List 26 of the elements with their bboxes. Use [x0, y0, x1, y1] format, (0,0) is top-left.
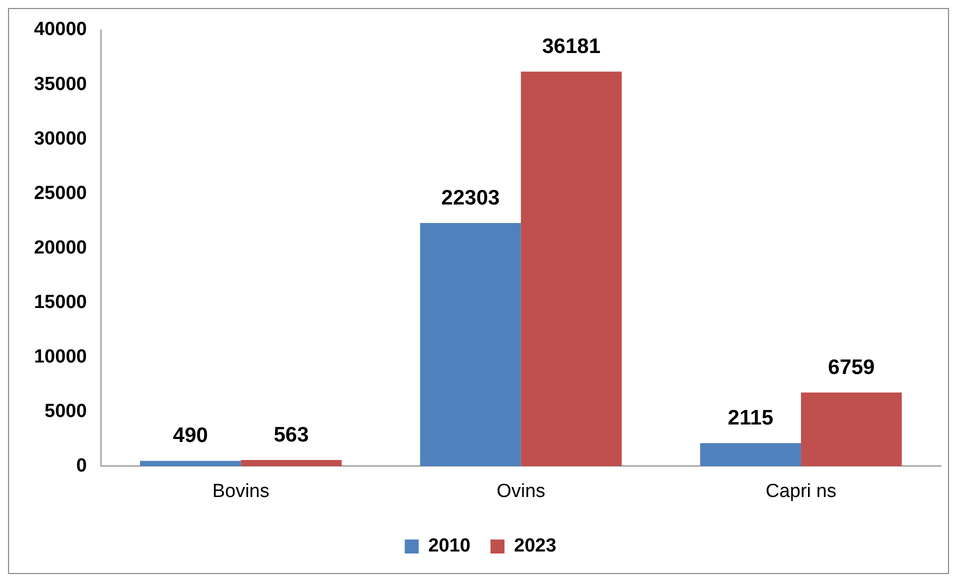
data-label: 22303 [441, 186, 500, 210]
y-tick-label: 40000 [34, 19, 87, 40]
legend-label: 2023 [514, 536, 556, 557]
y-tick-label: 20000 [34, 237, 87, 258]
y-tick-label: 30000 [34, 128, 87, 150]
data-label: 36181 [542, 34, 601, 58]
y-tick-label: 35000 [34, 74, 87, 95]
x-tick-label: Ovins [496, 480, 546, 502]
data-label: 563 [274, 423, 309, 446]
legend-label: 2010 [428, 536, 471, 557]
x-tick-label: Capri ns [766, 480, 836, 502]
y-tick-label: 15000 [34, 292, 87, 313]
bar [700, 443, 801, 466]
data-label: 490 [172, 424, 208, 448]
y-tick-label: 10000 [34, 346, 87, 368]
bar [240, 460, 342, 466]
bar [520, 72, 622, 466]
data-label: 6759 [828, 356, 875, 379]
bar [420, 222, 521, 466]
bar [140, 460, 241, 466]
y-tick-label: 0 [76, 455, 87, 476]
y-tick-label: 25000 [34, 182, 87, 204]
x-tick-label: Bovins [212, 480, 270, 502]
bar [800, 392, 902, 466]
y-tick-label: 5000 [44, 400, 87, 422]
data-label: 2115 [728, 406, 774, 430]
